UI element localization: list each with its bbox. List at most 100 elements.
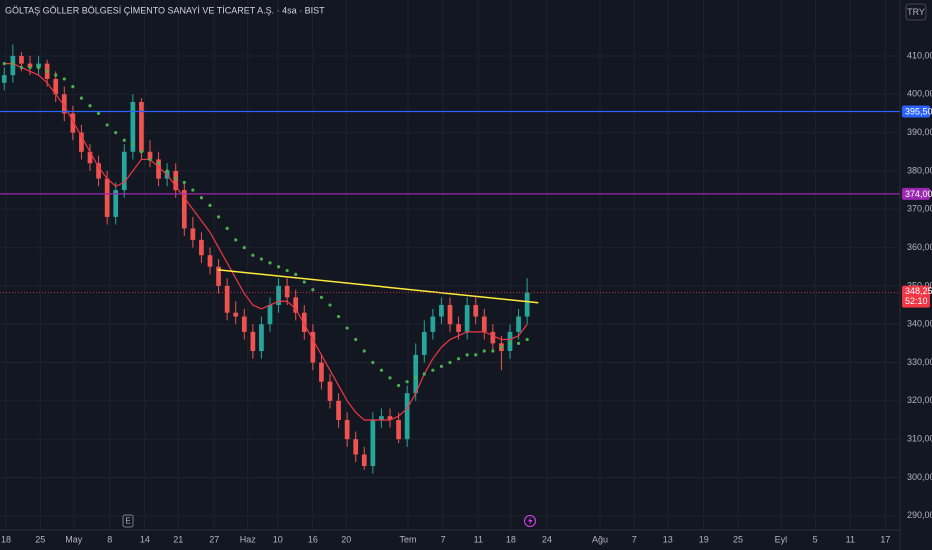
ma-dot <box>302 280 306 284</box>
last-price-label: 348,25 <box>905 286 932 296</box>
y-tick-label: 300,00 <box>907 472 932 482</box>
candle-body <box>439 305 444 317</box>
currency-button[interactable] <box>905 3 927 21</box>
candle-body <box>10 55 16 76</box>
currency-label[interactable]: TRY <box>907 7 925 17</box>
candle-body <box>344 420 350 440</box>
x-tick-label: 13 <box>663 534 673 544</box>
candle-body <box>447 305 453 325</box>
x-tick-label: 25 <box>35 534 45 544</box>
candle-body <box>361 454 367 467</box>
candle-body <box>353 439 359 455</box>
ma-dot <box>96 111 101 116</box>
x-tick-label: 14 <box>140 534 150 544</box>
candle-body <box>507 331 513 352</box>
candle-body <box>430 316 436 332</box>
ma-dot <box>268 261 272 265</box>
last-price-box <box>902 285 930 308</box>
candle-body <box>181 190 187 229</box>
x-tick-label: Haz <box>240 534 257 544</box>
candle-body <box>481 316 487 332</box>
candle-body <box>19 55 24 64</box>
ma-dot <box>465 353 469 357</box>
candle-body <box>456 324 461 332</box>
x-tick-label: 24 <box>542 534 552 544</box>
x-tick-label: 8 <box>107 534 112 544</box>
ma-dot <box>88 104 92 108</box>
candle-body <box>370 420 376 467</box>
ma-dot <box>242 245 246 250</box>
ma-dot <box>216 215 221 219</box>
ma-dot <box>482 349 486 353</box>
candle-body <box>216 266 221 286</box>
ma-dot <box>225 226 229 231</box>
candle-body <box>259 324 264 352</box>
candle-body <box>310 331 316 363</box>
ma-dot <box>499 345 504 349</box>
y-tick-label: 360,00 <box>907 242 932 252</box>
ma-dot <box>311 288 315 292</box>
x-tick-label: 18 <box>506 534 516 544</box>
ma-dot <box>319 295 324 299</box>
ma-dot <box>371 360 375 365</box>
candle-body <box>516 316 521 332</box>
ma-dot <box>148 157 152 162</box>
ma-dot <box>354 337 358 342</box>
price-label: 395,50 <box>905 106 932 116</box>
x-tick-label: 16 <box>308 534 318 544</box>
ma-dot <box>234 238 238 242</box>
plot <box>0 44 900 474</box>
ma-dot <box>405 380 409 384</box>
ma-dot <box>379 368 384 372</box>
candle-body <box>156 159 161 179</box>
x-tick-label: 19 <box>699 534 709 544</box>
earnings-marker[interactable]: E <box>125 517 130 526</box>
candle-body <box>79 132 84 152</box>
candle-body <box>207 255 213 267</box>
ma-dot <box>105 123 109 127</box>
x-tick-label: 20 <box>341 534 351 544</box>
ma-dot <box>122 138 126 142</box>
candle-body <box>250 331 256 352</box>
candle-body <box>1 75 7 83</box>
ma-dot <box>139 150 144 154</box>
candle-body <box>490 331 496 344</box>
candle-body <box>473 305 479 317</box>
ma-dot <box>131 142 135 146</box>
ma-dot <box>251 253 255 257</box>
x-tick-label: 7 <box>632 534 637 544</box>
candle-body <box>224 285 230 313</box>
event-bolt <box>528 517 533 525</box>
candle-body <box>130 101 136 152</box>
candle-body <box>36 63 41 68</box>
x-tick-label: 11 <box>474 534 483 544</box>
candle-body <box>121 151 127 191</box>
ma-dot <box>448 360 452 365</box>
ma-dot <box>191 188 195 192</box>
ma-dot <box>36 65 41 70</box>
ma-dot <box>336 314 341 319</box>
candle-body <box>327 381 333 401</box>
ma-dot <box>208 203 212 208</box>
x-tick-label: 10 <box>273 534 283 544</box>
x-tick-label: 25 <box>733 534 743 544</box>
ma-dot <box>396 383 401 388</box>
price-label: 374,00 <box>905 189 932 199</box>
candle-body <box>336 400 341 421</box>
candle-body <box>241 316 247 332</box>
y-tick-label: 290,00 <box>907 510 932 520</box>
candle-body <box>113 190 119 217</box>
ma-dot <box>71 85 75 89</box>
ma-dot <box>516 341 521 345</box>
candle-body <box>27 63 33 68</box>
earnings-icon[interactable] <box>122 514 134 528</box>
x-tick-label: May <box>65 534 83 544</box>
y-tick-label: 400,00 <box>907 89 932 99</box>
event-icon[interactable] <box>524 515 536 527</box>
y-tick-label: 370,00 <box>907 204 932 214</box>
candle-body <box>413 354 419 394</box>
y-tick-label: 320,00 <box>907 395 932 405</box>
ma-dot <box>491 349 495 353</box>
